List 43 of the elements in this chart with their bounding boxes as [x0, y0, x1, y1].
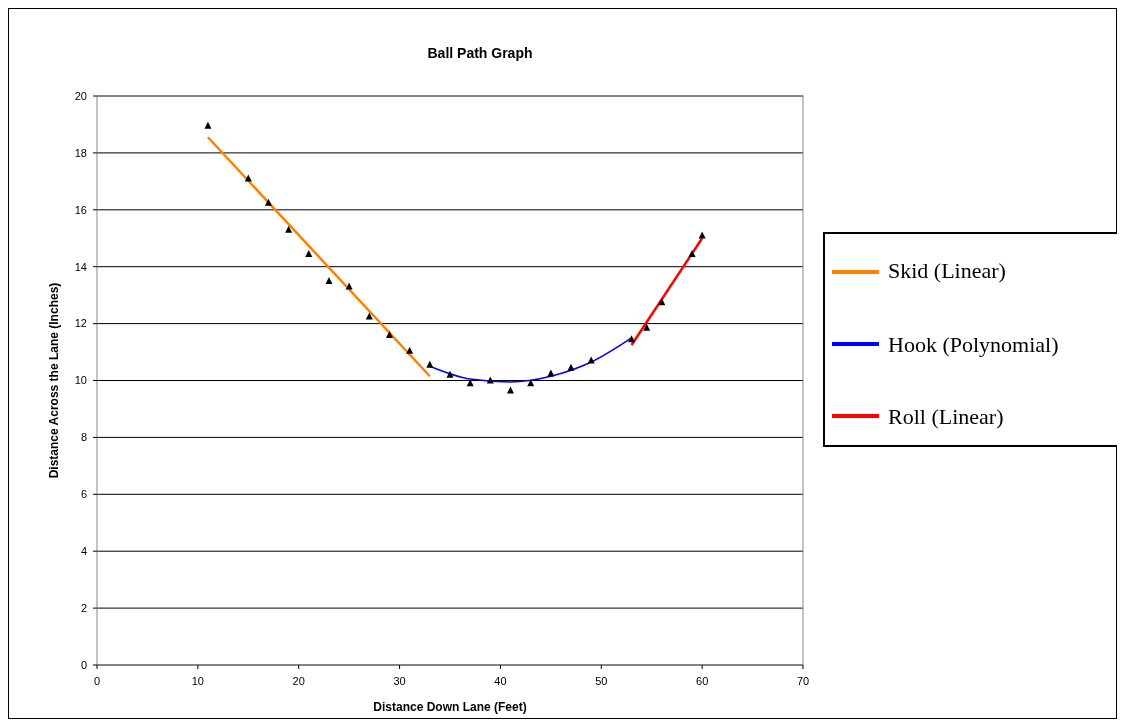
x-axis-title: Distance Down Lane (Feet) [373, 700, 527, 714]
y-tick-label: 14 [74, 260, 87, 273]
point [204, 121, 212, 129]
x-tick-label: 30 [393, 675, 406, 687]
x-tick-label: 40 [494, 675, 507, 687]
x-tick-label: 70 [796, 675, 810, 687]
point [446, 370, 454, 378]
point [587, 356, 595, 364]
legend-label: Skid (Linear) [888, 258, 1006, 283]
point [628, 335, 636, 343]
point [264, 198, 272, 206]
y-tick-label: 2 [80, 601, 87, 614]
point [345, 282, 353, 290]
y-axis-title: Distance Across the Lane (Inches) [47, 282, 61, 479]
x-tick-label: 20 [292, 675, 305, 687]
x-tick-label: 10 [191, 675, 204, 687]
legend-label: Roll (Linear) [888, 404, 1004, 429]
point [285, 225, 293, 233]
y-tick-label: 0 [80, 658, 87, 671]
point [643, 323, 651, 331]
y-tick-label: 20 [74, 89, 87, 102]
point [385, 330, 393, 338]
y-tick-label: 12 [74, 317, 87, 330]
y-tick-label: 4 [80, 545, 87, 558]
point [567, 363, 575, 371]
y-tick-label: 18 [74, 146, 87, 159]
x-tick-label: 60 [696, 675, 709, 687]
point [325, 276, 333, 284]
point [486, 376, 494, 384]
y-tick-label: 10 [74, 374, 87, 387]
y-tick-label: 16 [74, 203, 87, 216]
point [244, 174, 252, 182]
x-tick-label: 0 [93, 675, 101, 687]
legend-label: Hook (Polynomial) [888, 332, 1059, 357]
y-tick-label: 8 [80, 431, 87, 444]
x-tick-label: 50 [595, 675, 608, 687]
chart-title: Ball Path Graph [427, 45, 533, 61]
point [507, 386, 515, 394]
point [426, 360, 434, 368]
point [688, 249, 696, 257]
y-tick-label: 6 [80, 488, 87, 501]
point [305, 249, 313, 257]
point [406, 346, 414, 354]
